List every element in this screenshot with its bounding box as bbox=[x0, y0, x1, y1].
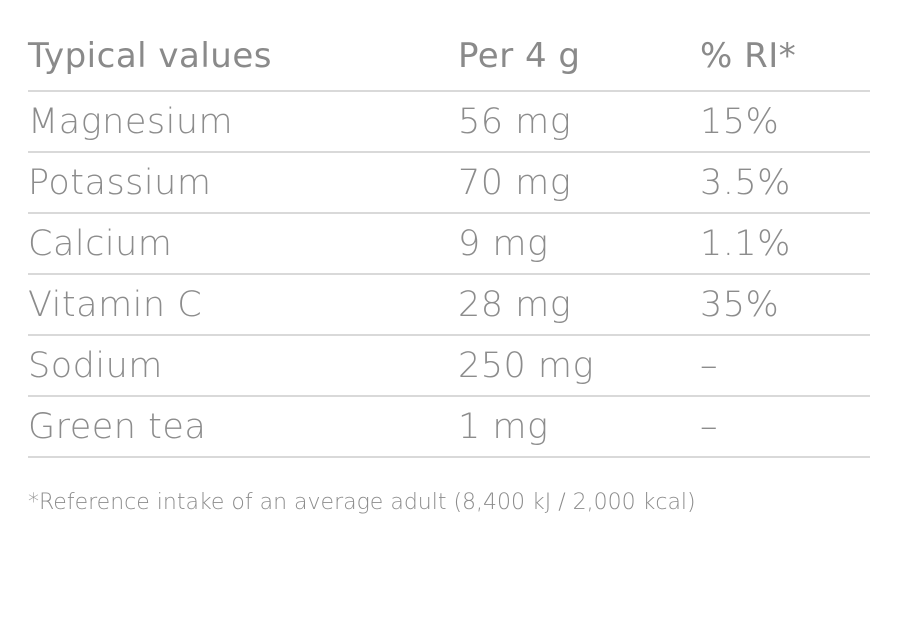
table-header: Typical values Per 4 g % RI* bbox=[28, 22, 870, 92]
header-ri: % RI* bbox=[700, 36, 797, 76]
table-row: Calcium 9 mg 1.1% bbox=[28, 214, 870, 275]
table-row: Vitamin C 28 mg 35% bbox=[28, 275, 870, 336]
nutrient-name: Magnesium bbox=[28, 101, 234, 142]
nutrient-name: Sodium bbox=[28, 345, 163, 386]
amount: 56 mg bbox=[458, 101, 572, 142]
ri-percent: 1.1% bbox=[700, 223, 791, 264]
table-row: Green tea 1 mg – bbox=[28, 397, 870, 458]
ri-percent: 35% bbox=[700, 284, 780, 325]
table-row: Sodium 250 mg – bbox=[28, 336, 870, 397]
amount: 1 mg bbox=[458, 406, 549, 447]
amount: 70 mg bbox=[458, 162, 572, 203]
ri-percent: 3.5% bbox=[700, 162, 791, 203]
amount: 28 mg bbox=[458, 284, 572, 325]
amount: 250 mg bbox=[458, 345, 595, 386]
nutrient-name: Vitamin C bbox=[28, 284, 203, 325]
header-per-serving: Per 4 g bbox=[458, 36, 581, 76]
nutrition-table: Typical values Per 4 g % RI* Magnesium 56… bbox=[28, 22, 870, 458]
ri-percent: 15% bbox=[700, 101, 780, 142]
nutrient-name: Green tea bbox=[28, 406, 207, 447]
nutrient-name: Calcium bbox=[28, 223, 173, 264]
table-row: Magnesium 56 mg 15% bbox=[28, 92, 870, 153]
footnote: *Reference intake of an average adult (8… bbox=[28, 490, 696, 515]
header-nutrient: Typical values bbox=[28, 36, 272, 76]
nutrient-name: Potassium bbox=[28, 162, 212, 203]
ri-percent: – bbox=[700, 345, 718, 386]
ri-percent: – bbox=[700, 406, 718, 447]
amount: 9 mg bbox=[458, 223, 549, 264]
table-row: Potassium 70 mg 3.5% bbox=[28, 153, 870, 214]
